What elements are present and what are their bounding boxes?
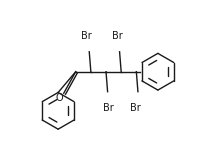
Text: Br: Br [81,31,92,41]
Text: Br: Br [130,103,141,113]
Text: O: O [56,93,64,103]
Text: Br: Br [103,103,114,113]
Text: Br: Br [112,31,123,41]
